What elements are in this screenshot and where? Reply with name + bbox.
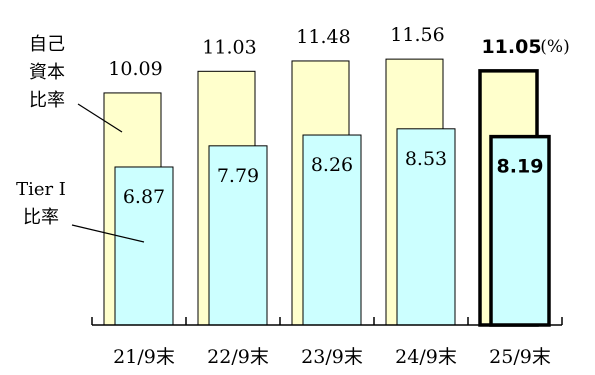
value-label-equity-ratio-1: 10.09 bbox=[108, 58, 162, 80]
x-tick-label-2: 22/9末 bbox=[207, 346, 269, 368]
bar-tier1-ratio-1 bbox=[114, 166, 174, 326]
value-label-tier1-ratio-2: 7.79 bbox=[217, 165, 259, 187]
bar-tier1-ratio-3 bbox=[302, 134, 362, 326]
equity-ratio-label-line-1: 自己 bbox=[29, 34, 65, 55]
value-label-equity-ratio-3: 11.48 bbox=[296, 26, 350, 48]
value-label-equity-ratio-4: 11.56 bbox=[390, 24, 444, 46]
value-label-tier1-ratio-3: 8.26 bbox=[311, 154, 353, 176]
equity-ratio-label-line-2: 資本 bbox=[29, 62, 65, 83]
x-tick-label-3: 23/9末 bbox=[301, 346, 363, 368]
value-label-tier1-ratio-1: 6.87 bbox=[123, 186, 165, 208]
x-tick-label-4: 24/9末 bbox=[395, 346, 457, 368]
value-label-equity-ratio-2: 11.03 bbox=[202, 36, 256, 58]
bar-tier1-ratio-4 bbox=[396, 128, 456, 326]
equity-ratio-label-line-3: 比率 bbox=[29, 90, 65, 111]
bar-tier1-ratio-2 bbox=[208, 145, 268, 326]
equity-ratio-label-leader bbox=[77, 103, 123, 133]
unit-label: (%) bbox=[540, 37, 569, 57]
tier1-ratio-label-line-1: Tier I bbox=[16, 179, 66, 200]
tier1-ratio-label-line-2: 比率 bbox=[23, 207, 59, 228]
x-tick-label-1: 21/9末 bbox=[113, 346, 175, 368]
x-tick-label-5: 25/9末 bbox=[489, 346, 551, 368]
bar-tier1-ratio-5 bbox=[489, 134, 551, 327]
value-label-tier1-ratio-4: 8.53 bbox=[405, 148, 447, 170]
value-label-equity-ratio-5: 11.05 bbox=[481, 36, 541, 58]
value-label-tier1-ratio-5: 8.19 bbox=[497, 156, 544, 178]
tier1-ratio-label-leader bbox=[71, 224, 145, 243]
